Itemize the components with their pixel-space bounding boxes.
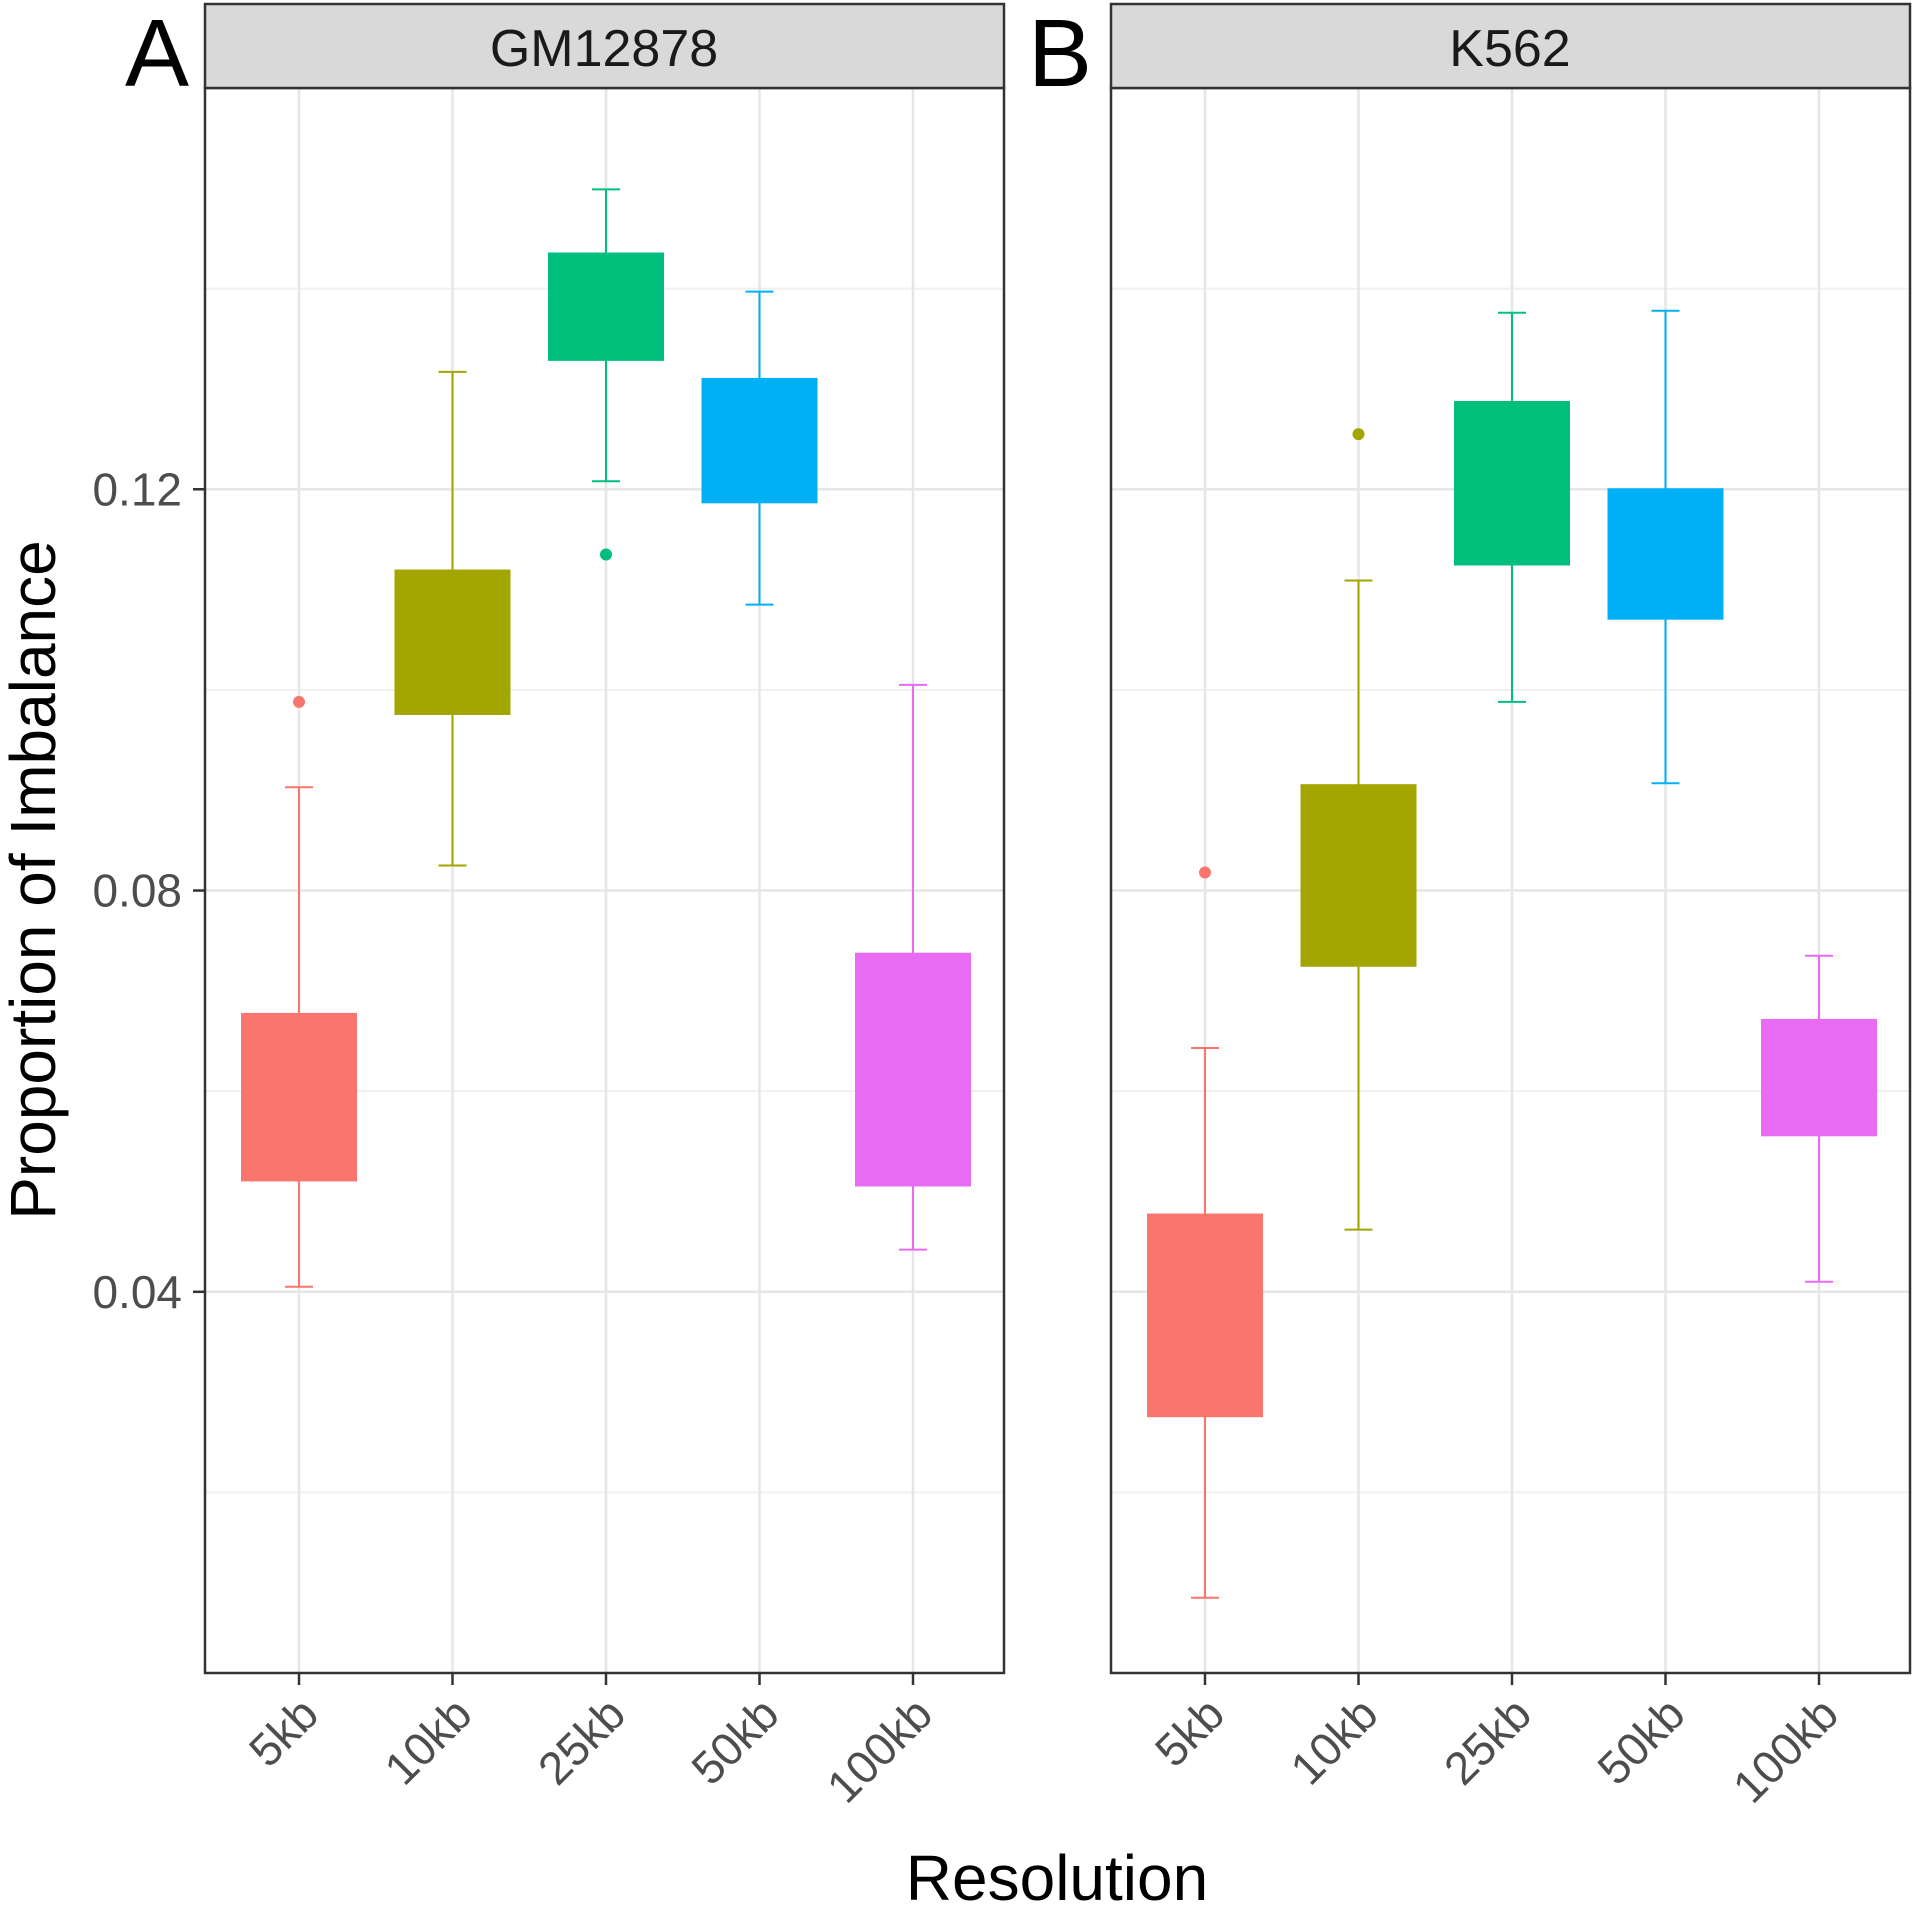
box-5kb xyxy=(241,695,357,1288)
panel-b-boxes xyxy=(1147,309,1877,1599)
panel-b-x-ticks: 5kb 10kb 25kb 50kb 100kb xyxy=(1145,1673,1848,1813)
panel-a-letter: A xyxy=(125,0,189,107)
panel-b: K562 B 5kb 10kb 25kb 50kb 100kb xyxy=(1028,0,1912,1813)
box-10kb xyxy=(394,370,511,867)
x-tick-label: 25kb xyxy=(1434,1687,1541,1794)
outlier-point xyxy=(293,695,305,708)
x-tick-label: 100kb xyxy=(817,1687,942,1812)
box-body xyxy=(548,252,664,361)
panel-a: GM12878 A 5kb 10kb 25kb 50kb 100kb xyxy=(125,0,1006,1813)
x-tick-label: 50kb xyxy=(1587,1687,1694,1794)
x-tick-label: 10kb xyxy=(1280,1687,1387,1794)
panel-a-boxes xyxy=(241,188,971,1288)
panel-a-strip xyxy=(203,2,1006,90)
panel-b-background xyxy=(1111,88,1910,1673)
x-tick-label: 100kb xyxy=(1723,1687,1848,1812)
outlier-point xyxy=(1352,428,1365,441)
box-25kb xyxy=(548,188,664,561)
box-body xyxy=(1147,1213,1263,1418)
y-tick-label: 0.04 xyxy=(92,1266,182,1318)
box-body xyxy=(1454,400,1570,566)
box-5kb xyxy=(1147,866,1263,1599)
panel-b-strip xyxy=(1109,2,1912,90)
x-tick-label: 5kb xyxy=(239,1687,328,1776)
panel-b-letter: B xyxy=(1028,0,1092,107)
box-body xyxy=(394,569,511,715)
box-50kb xyxy=(1607,309,1724,785)
x-tick-label: 5kb xyxy=(1145,1687,1234,1776)
box-body xyxy=(241,1012,357,1182)
x-tick-label: 25kb xyxy=(528,1687,635,1794)
panel-a-strip-label: GM12878 xyxy=(490,20,718,78)
y-tick-label: 0.08 xyxy=(92,865,182,917)
y-axis-title: Proportion of Imbalance xyxy=(0,540,69,1220)
box-100kb xyxy=(1761,954,1877,1283)
x-axis-title: Resolution xyxy=(906,1842,1208,1909)
box-25kb xyxy=(1454,311,1570,703)
box-body xyxy=(701,377,818,504)
box-100kb xyxy=(855,683,971,1251)
box-body xyxy=(1761,1018,1877,1137)
x-tick-label: 50kb xyxy=(681,1687,788,1794)
x-tick-label: 10kb xyxy=(374,1687,481,1794)
box-body xyxy=(1300,784,1417,967)
box-body xyxy=(1607,488,1724,620)
outlier-point xyxy=(1199,866,1211,879)
panel-b-strip-label: K562 xyxy=(1449,20,1570,78)
box-body xyxy=(855,952,971,1187)
y-tick-label: 0.12 xyxy=(92,463,182,515)
outlier-point xyxy=(600,548,612,561)
box-50kb xyxy=(701,290,818,606)
y-axis: 0.04 0.08 0.12 xyxy=(92,463,205,1318)
panel-a-x-ticks: 5kb 10kb 25kb 50kb 100kb xyxy=(239,1673,942,1813)
box-10kb xyxy=(1300,428,1417,1231)
